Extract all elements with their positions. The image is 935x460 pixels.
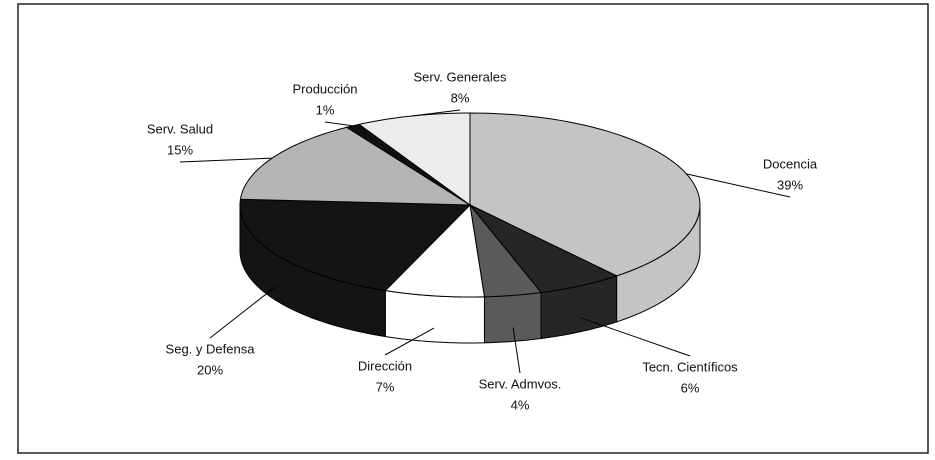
leader-line xyxy=(324,121,353,127)
slice xyxy=(469,204,618,294)
value-label: 20% xyxy=(197,362,223,377)
category-label: Serv. Salud xyxy=(147,121,213,136)
value-label: 1% xyxy=(316,102,335,117)
leader-line xyxy=(412,109,461,117)
leader-line xyxy=(179,157,273,163)
leader-line xyxy=(686,173,791,198)
slice-side xyxy=(483,291,542,344)
value-label: 7% xyxy=(376,379,395,394)
category-label: Docencia xyxy=(763,156,818,171)
value-label: 39% xyxy=(777,177,803,192)
value-label: 15% xyxy=(167,142,193,157)
leader-line xyxy=(384,327,435,356)
category-label: Producción xyxy=(292,81,357,96)
category-label: Tecn. Científicos xyxy=(642,359,738,374)
category-label: Seg. y Defensa xyxy=(166,341,256,356)
value-label: 4% xyxy=(511,397,530,412)
value-label: 6% xyxy=(681,380,700,395)
leader-line xyxy=(580,317,691,357)
slice xyxy=(239,198,472,292)
category-label: Serv. Generales xyxy=(414,69,507,84)
category-label: Serv. Admvos. xyxy=(479,376,562,391)
slice xyxy=(469,203,543,298)
leader-line xyxy=(512,327,521,374)
value-label: 8% xyxy=(451,90,470,105)
leader-line xyxy=(209,286,277,339)
category-label: Dirección xyxy=(358,358,412,373)
slice xyxy=(384,203,486,298)
slice-side xyxy=(384,289,485,344)
